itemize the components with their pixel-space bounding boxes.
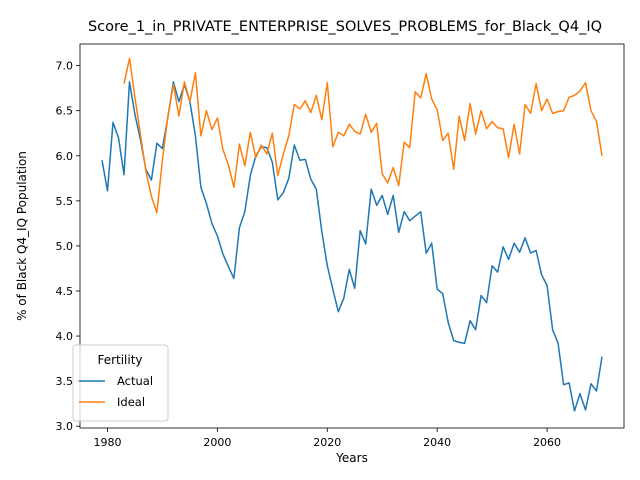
legend: Fertility Actual Ideal bbox=[72, 344, 169, 422]
x-axis-label: Years bbox=[335, 451, 368, 465]
series-line-ideal bbox=[123, 57, 603, 214]
x-tick-label: 2040 bbox=[423, 436, 451, 449]
legend-label-actual: Actual bbox=[117, 374, 153, 388]
y-tick-label: 5.0 bbox=[56, 240, 74, 253]
y-tick-label: 4.0 bbox=[56, 330, 74, 343]
legend-label-ideal: Ideal bbox=[117, 395, 145, 409]
y-tick-label: 6.5 bbox=[56, 105, 74, 118]
x-tick-label: 2000 bbox=[203, 436, 231, 449]
x-tick-label: 1980 bbox=[93, 436, 121, 449]
y-tick-label: 5.5 bbox=[56, 195, 74, 208]
plot-area bbox=[80, 44, 624, 428]
x-tick-label: 2060 bbox=[533, 436, 561, 449]
y-tick-label: 4.5 bbox=[56, 285, 74, 298]
x-tick-label: 2020 bbox=[313, 436, 341, 449]
y-tick-label: 6.0 bbox=[56, 150, 74, 163]
y-tick-label: 3.0 bbox=[56, 420, 74, 433]
legend-title: Fertility bbox=[97, 353, 142, 367]
chart-title: Score_1_in_PRIVATE_ENTERPRISE_SOLVES_PRO… bbox=[88, 19, 602, 35]
series-layer bbox=[101, 57, 603, 412]
y-axis-label: % of Black Q4_IQ Population bbox=[15, 151, 29, 321]
y-tick-label: 7.0 bbox=[56, 60, 74, 73]
y-axis: 3.0 3.5 4.0 4.5 5.0 5.5 6.0 6.5 7.0 bbox=[56, 60, 80, 433]
plot-frame bbox=[79, 43, 625, 429]
x-axis: 1980 2000 2020 2040 2060 bbox=[93, 428, 561, 449]
y-tick-label: 3.5 bbox=[56, 375, 74, 388]
